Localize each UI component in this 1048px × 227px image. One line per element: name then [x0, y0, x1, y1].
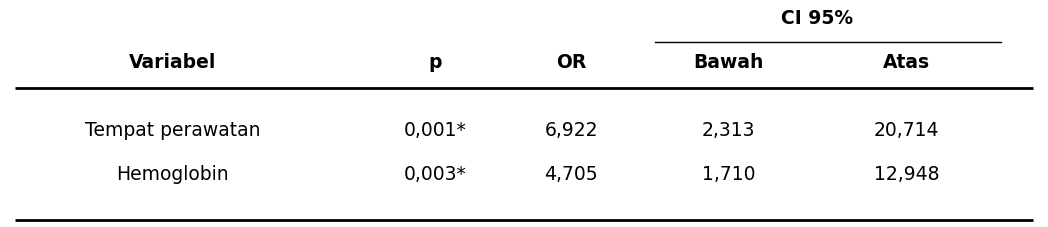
- Text: 6,922: 6,922: [544, 121, 598, 140]
- Text: CI 95%: CI 95%: [782, 8, 853, 27]
- Text: 12,948: 12,948: [874, 165, 939, 185]
- Text: Hemoglobin: Hemoglobin: [116, 165, 230, 185]
- Text: 1,710: 1,710: [701, 165, 756, 185]
- Text: p: p: [429, 52, 441, 72]
- Text: Tempat perawatan: Tempat perawatan: [85, 121, 261, 140]
- Text: Bawah: Bawah: [693, 52, 764, 72]
- Text: 20,714: 20,714: [874, 121, 939, 140]
- Text: 0,003*: 0,003*: [403, 165, 466, 185]
- Text: 4,705: 4,705: [544, 165, 598, 185]
- Text: OR: OR: [556, 52, 586, 72]
- Text: Variabel: Variabel: [129, 52, 217, 72]
- Text: 2,313: 2,313: [701, 121, 756, 140]
- Text: 0,001*: 0,001*: [403, 121, 466, 140]
- Text: Atas: Atas: [883, 52, 930, 72]
